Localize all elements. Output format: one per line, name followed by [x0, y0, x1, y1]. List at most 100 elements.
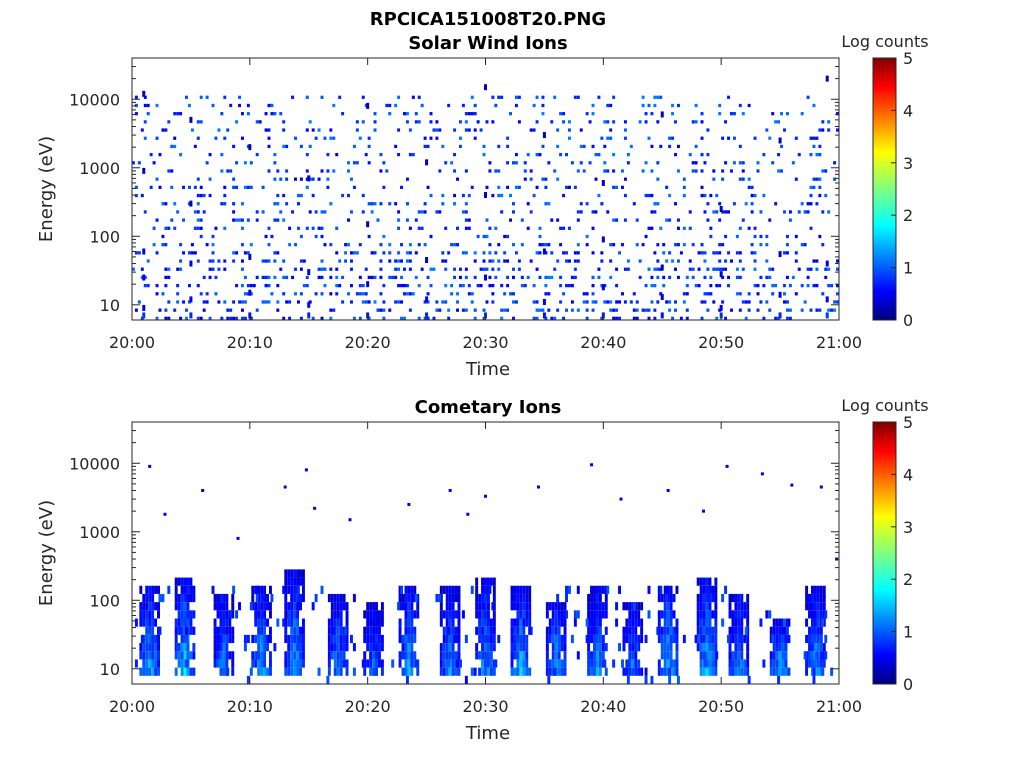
- x-tick-label: 21:00: [816, 697, 862, 716]
- sw-noise-cell: [517, 259, 521, 263]
- sw-noise-cell: [715, 193, 719, 198]
- sw-noise-cell: [497, 243, 501, 247]
- sw-noise-cell: [479, 128, 483, 132]
- sw-noise-cell: [514, 251, 518, 255]
- ci-burst-cell: [746, 602, 750, 611]
- ci-burst-cell: [254, 634, 258, 644]
- sw-noise-cell: [417, 210, 421, 214]
- ci-burst-cell: [740, 667, 744, 676]
- ci-burst-cell: [705, 618, 709, 627]
- sw-noise-cell: [706, 152, 710, 157]
- sw-noise-cell: [488, 283, 492, 288]
- ci-burst-cell: [822, 602, 826, 611]
- ci-burst-cell: [657, 667, 661, 676]
- sw-noise-cell: [352, 144, 356, 149]
- sw-noise-cell: [438, 210, 442, 214]
- ci-burst-cell: [342, 634, 346, 644]
- sw-noise-cell: [294, 177, 297, 181]
- ci-burst-cell: [148, 643, 152, 652]
- sw-noise-cell: [179, 243, 183, 247]
- ci-noise-cell: [185, 659, 188, 668]
- ci-burst-cell: [525, 667, 529, 676]
- sw-noise-cell: [632, 308, 636, 312]
- ci-burst-cell: [631, 667, 635, 676]
- ci-burst-cell: [284, 593, 288, 603]
- sw-noise-cell: [149, 152, 153, 157]
- ci-burst-cell: [663, 667, 667, 676]
- ci-burst-cell: [737, 618, 741, 627]
- sw-noise-cell: [432, 267, 436, 271]
- sw-noise-cell: [836, 259, 839, 263]
- ci-burst-cell: [216, 651, 220, 660]
- ci-noise-cell: [332, 626, 336, 635]
- ci-burst-cell: [522, 585, 526, 594]
- ci-isolated-point: [163, 512, 167, 516]
- ci-burst-cell: [528, 610, 532, 619]
- sw-noise-cell: [379, 152, 383, 157]
- sw-noise-cell: [405, 292, 409, 296]
- ci-burst-cell: [401, 651, 405, 660]
- ci-burst-cell: [481, 618, 485, 627]
- sw-noise-cell: [653, 210, 657, 214]
- sw-noise-cell: [400, 275, 404, 280]
- ci-noise-cell: [246, 675, 250, 684]
- ci-burst-cell: [142, 643, 146, 652]
- ci-burst-cell: [439, 585, 443, 594]
- ci-burst-cell: [398, 634, 402, 644]
- ci-burst-cell: [377, 626, 381, 635]
- ci-burst-cell: [228, 618, 232, 627]
- ci-burst-cell: [734, 667, 738, 676]
- ci-burst-cell: [516, 585, 520, 594]
- sw-noise-cell: [824, 275, 828, 280]
- ci-noise-cell: [352, 667, 356, 676]
- sw-noise-cell: [208, 259, 212, 263]
- ci-burst-cell: [157, 602, 160, 611]
- sw-noise-cell: [559, 300, 563, 304]
- sw-noise-cell: [836, 128, 839, 132]
- sw-noise-cell: [591, 308, 595, 312]
- ci-burst-cell: [372, 626, 376, 635]
- ci-burst-cell: [222, 618, 226, 627]
- sw-noise-cell: [529, 177, 533, 181]
- sw-noise-cell: [815, 259, 819, 263]
- ci-burst-cell: [263, 610, 267, 619]
- sw-noise-cell: [364, 152, 368, 157]
- sw-noise-cell: [503, 234, 507, 239]
- sw-noise-cell: [282, 128, 286, 132]
- sw-noise-cell: [600, 251, 604, 255]
- ci-burst-cell: [808, 651, 812, 660]
- ci-burst-cell: [457, 610, 461, 619]
- sw-noise-cell: [606, 210, 610, 214]
- sw-noise-cell: [765, 243, 769, 247]
- sw-noise-cell: [783, 251, 786, 255]
- ci-burst-cell: [257, 602, 261, 611]
- ci-burst-cell: [142, 618, 146, 627]
- sw-noise-cell: [691, 243, 695, 247]
- sw-data-cell: [484, 274, 487, 281]
- ci-burst-cell: [702, 618, 706, 627]
- sw-noise-cell: [676, 259, 680, 263]
- sw-noise-cell: [264, 112, 268, 116]
- ci-burst-cell: [551, 602, 555, 611]
- sw-noise-cell: [164, 243, 168, 247]
- sw-noise-cell: [329, 202, 333, 206]
- sw-noise-cell: [382, 234, 386, 239]
- sw-noise-cell: [815, 152, 819, 157]
- ci-burst-cell: [519, 659, 523, 668]
- sw-noise-cell: [656, 275, 660, 280]
- ci-burst-cell: [811, 634, 814, 644]
- ci-burst-cell: [475, 651, 479, 660]
- ci-burst-cell: [366, 618, 370, 627]
- sw-noise-cell: [635, 243, 639, 247]
- x-tick-label: 20:50: [698, 697, 744, 716]
- sw-noise-cell: [450, 161, 454, 165]
- ci-burst-cell: [366, 626, 370, 635]
- sw-noise-cell: [400, 185, 404, 189]
- ci-burst-cell: [177, 651, 181, 660]
- sw-noise-cell: [582, 292, 586, 296]
- ci-burst-cell: [327, 618, 331, 627]
- ci-noise-cell: [349, 634, 353, 644]
- sw-noise-cell: [606, 300, 610, 304]
- ci-burst-cell: [416, 667, 420, 676]
